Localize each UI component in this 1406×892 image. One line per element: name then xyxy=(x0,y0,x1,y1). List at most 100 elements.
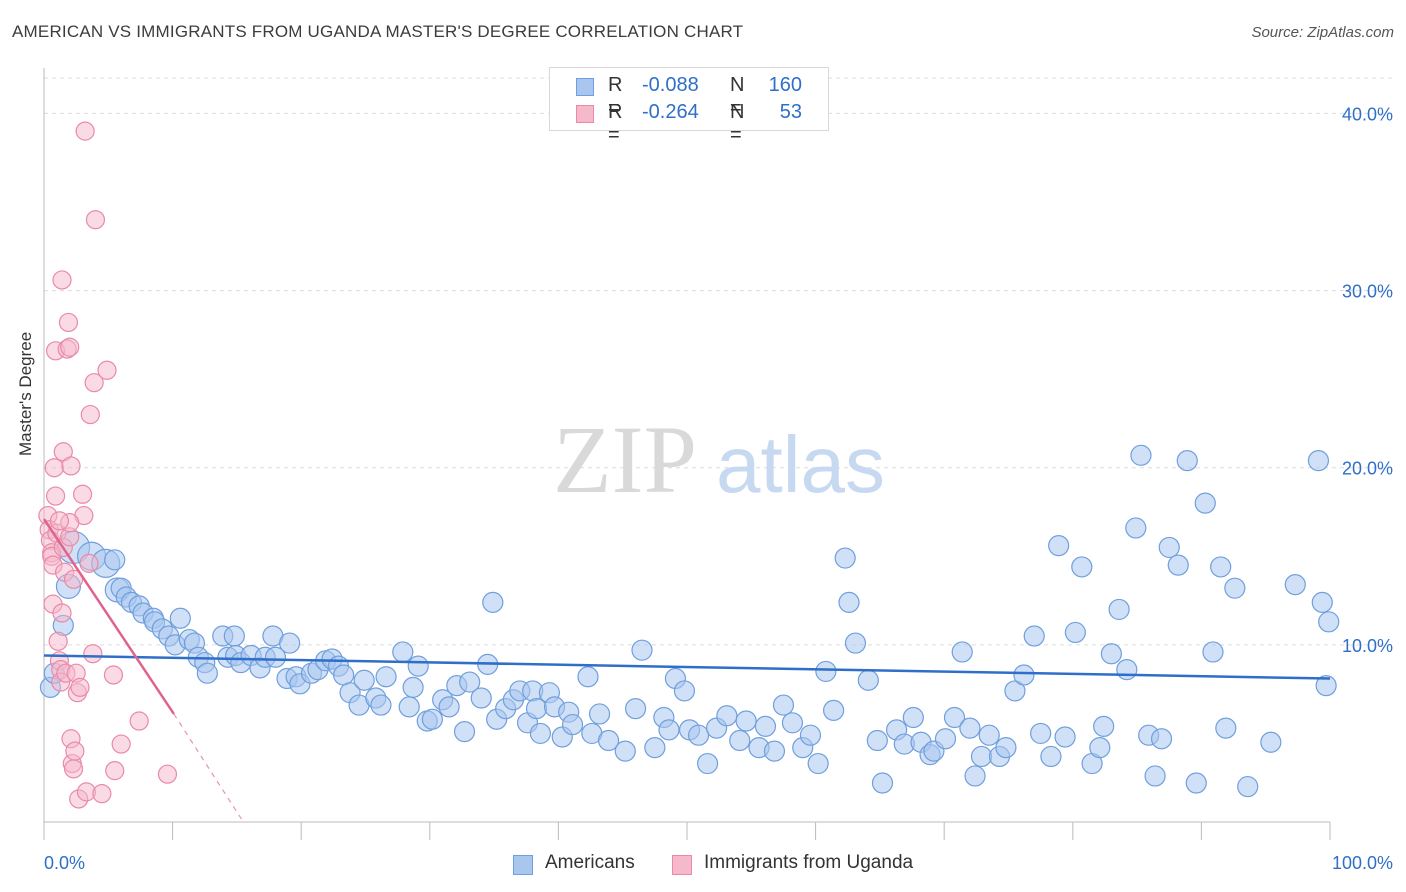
american-point xyxy=(333,664,355,686)
american-point xyxy=(1048,535,1070,557)
american-point xyxy=(1158,536,1180,559)
y-axis-label: Master's Degree xyxy=(16,331,35,456)
uganda-point xyxy=(105,761,125,781)
legend-r-label: R = xyxy=(608,101,623,146)
american-point xyxy=(597,729,620,752)
legend-n-value: 160 xyxy=(768,74,802,96)
american-point xyxy=(644,736,666,759)
american-point xyxy=(1130,444,1152,466)
american-point xyxy=(196,662,218,684)
american-point xyxy=(799,724,822,746)
american-point xyxy=(1318,611,1340,633)
tick-labels: 10.0% 20.0% 30.0% 40.0% 0.0% 100.0% xyxy=(44,104,1393,873)
american-point xyxy=(716,705,738,727)
american-point xyxy=(614,740,636,762)
american-point xyxy=(673,680,696,702)
american-point xyxy=(1176,450,1198,472)
american-point xyxy=(470,687,492,709)
chart-title: AMERICAN VS IMMIGRANTS FROM UGANDA MASTE… xyxy=(12,22,744,41)
uganda-point xyxy=(45,486,66,506)
american-point xyxy=(459,671,481,693)
american-point xyxy=(1030,722,1052,745)
american-point xyxy=(834,547,856,569)
american-point xyxy=(375,666,397,688)
american-point xyxy=(781,712,804,734)
legend-r-label: R = xyxy=(608,74,623,119)
uganda-point xyxy=(48,631,68,651)
american-point xyxy=(735,710,757,732)
american-point xyxy=(1100,643,1122,665)
uganda-point xyxy=(52,270,72,290)
american-point xyxy=(1064,621,1086,644)
legend-r-value: -0.088 xyxy=(642,74,699,96)
american-point xyxy=(1108,598,1130,621)
uganda-point xyxy=(72,484,93,504)
american-point xyxy=(392,641,414,663)
american-point xyxy=(1116,659,1138,681)
american-point xyxy=(1237,775,1259,798)
american-point xyxy=(1224,577,1246,599)
bottom-swatch-blue xyxy=(513,855,533,875)
american-point xyxy=(453,721,476,743)
uganda-trend-extension xyxy=(173,713,244,823)
uganda-point xyxy=(111,734,131,754)
american-point xyxy=(1210,556,1232,578)
american-point xyxy=(871,772,894,794)
uganda-point xyxy=(129,711,149,731)
american-point xyxy=(279,632,301,654)
series-uganda xyxy=(38,121,178,809)
uganda-point xyxy=(63,569,84,589)
uganda-point xyxy=(63,759,84,779)
american-point xyxy=(1284,574,1306,596)
uganda-point xyxy=(85,210,106,230)
uganda-point xyxy=(58,312,79,333)
american-point xyxy=(687,724,710,746)
american-point xyxy=(823,699,845,722)
american-point xyxy=(1202,641,1224,663)
american-point xyxy=(1040,745,1062,768)
american-point xyxy=(857,669,879,691)
american-point xyxy=(169,607,191,629)
american-point xyxy=(398,696,420,718)
american-point xyxy=(1144,765,1166,787)
uganda-trend-line xyxy=(42,518,175,715)
american-point xyxy=(561,713,584,736)
bottom-legend-label: Immigrants from Uganda xyxy=(704,852,914,873)
american-point xyxy=(1023,625,1045,647)
american-point xyxy=(934,728,957,750)
american-point xyxy=(943,706,966,729)
american-point xyxy=(1185,772,1207,794)
american-point xyxy=(1307,450,1330,472)
american-point xyxy=(1093,715,1115,737)
american-point xyxy=(964,765,986,787)
uganda-point xyxy=(44,458,64,478)
american-point xyxy=(959,717,981,739)
american-point xyxy=(588,703,611,725)
uganda-point xyxy=(61,456,81,476)
american-point xyxy=(1089,736,1111,759)
uganda-point xyxy=(157,764,178,784)
uganda-point xyxy=(52,603,72,623)
american-point xyxy=(1013,664,1035,686)
uganda-point xyxy=(70,677,90,697)
american-point xyxy=(631,639,653,661)
american-point xyxy=(729,729,751,752)
uganda-point xyxy=(97,360,117,380)
y-tick-label: 40.0% xyxy=(1342,104,1393,124)
american-point xyxy=(1071,556,1093,578)
gridlines xyxy=(44,77,1392,646)
american-point xyxy=(951,641,973,663)
american-point xyxy=(978,724,1000,746)
uganda-point xyxy=(75,121,95,141)
axes xyxy=(43,68,1331,840)
american-point xyxy=(1150,728,1173,750)
american-point xyxy=(264,646,287,668)
watermark-atlas: atlas xyxy=(716,420,885,509)
legend-n-label: N = xyxy=(730,74,745,119)
trend-lines xyxy=(42,518,1331,823)
american-point xyxy=(577,666,599,688)
watermark-zip: ZIP xyxy=(553,406,697,513)
legend-swatch-blue xyxy=(576,78,594,96)
american-point xyxy=(902,706,924,729)
